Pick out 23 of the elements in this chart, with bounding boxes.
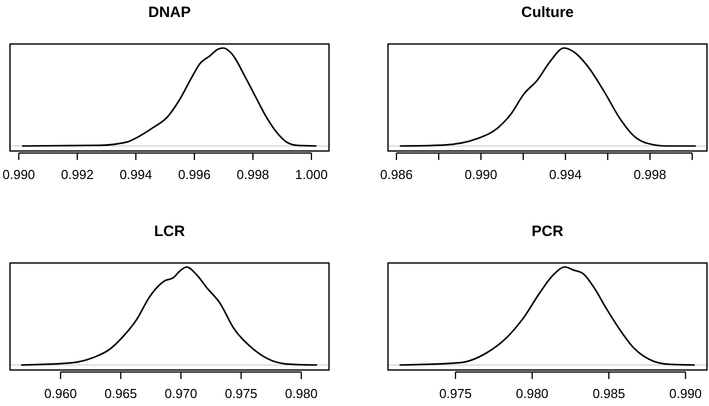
chart-title: Culture xyxy=(521,4,574,21)
x-tick-label: 0.994 xyxy=(120,167,152,182)
x-tick-label: 0.990 xyxy=(2,167,36,182)
x-tick-label: 0.990 xyxy=(669,386,702,401)
chart-title: DNAP xyxy=(148,4,191,21)
x-tick-label: 0.965 xyxy=(104,386,138,401)
chart-title: PCR xyxy=(532,223,564,240)
x-tick-label: 1.000 xyxy=(295,167,328,182)
x-tick-label: 0.980 xyxy=(285,386,318,401)
x-tick-label: 0.998 xyxy=(236,167,270,182)
x-tick-label: 0.994 xyxy=(549,167,582,182)
x-tick-label: 0.996 xyxy=(178,167,211,182)
x-tick-label: 0.990 xyxy=(464,167,498,182)
x-tick-label: 0.970 xyxy=(164,386,198,401)
x-tick-label: 0.992 xyxy=(61,167,94,182)
x-tick-label: 0.975 xyxy=(439,386,472,401)
chart-title: LCR xyxy=(154,223,186,240)
x-tick-label: 0.980 xyxy=(516,386,548,401)
x-tick-label: 0.960 xyxy=(44,386,77,401)
x-tick-label: 0.985 xyxy=(592,386,626,401)
x-tick-label: 0.998 xyxy=(634,167,666,182)
x-tick-label: 0.975 xyxy=(224,386,258,401)
x-tick-label: 0.986 xyxy=(380,167,413,182)
